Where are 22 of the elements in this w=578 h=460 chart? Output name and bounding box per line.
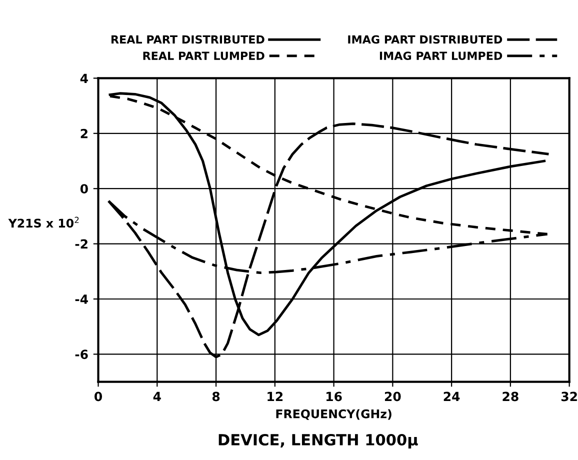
y-tick-label: 0 [80, 184, 88, 194]
y-tick-label: -4 [75, 294, 88, 304]
x-tick-label: 20 [384, 392, 401, 402]
y-tick-label: -6 [75, 350, 88, 360]
x-axis-title: FREQUENCY(GHz) [276, 409, 392, 420]
x-tick-label: 4 [153, 392, 161, 402]
y-axis-title: Y21S x 10$^{2}$ [8, 216, 79, 228]
y-tick-label: 4 [80, 74, 88, 83]
y-tick-label: 2 [80, 128, 88, 138]
x-tick-label: 0 [94, 392, 102, 402]
x-tick-label: 12 [268, 392, 283, 402]
text: DEVICE, LENGTH 1000μ [218, 434, 418, 448]
x-tick-label: 8 [212, 392, 220, 402]
x-tick-label: 32 [561, 392, 577, 402]
legend-label: REAL PART DISTRIBUTED [112, 35, 264, 44]
x-tick-label: 16 [326, 392, 342, 402]
x-tick-label: 24 [444, 392, 460, 402]
legend-label: REAL PART LUMPED [143, 52, 264, 60]
legend-label: IMAG PART LUMPED [380, 52, 502, 60]
legend-label: IMAG PART DISTRIBUTED [348, 35, 502, 44]
x-tick-label: 28 [502, 392, 518, 402]
y-tick-label: -2 [75, 239, 88, 249]
